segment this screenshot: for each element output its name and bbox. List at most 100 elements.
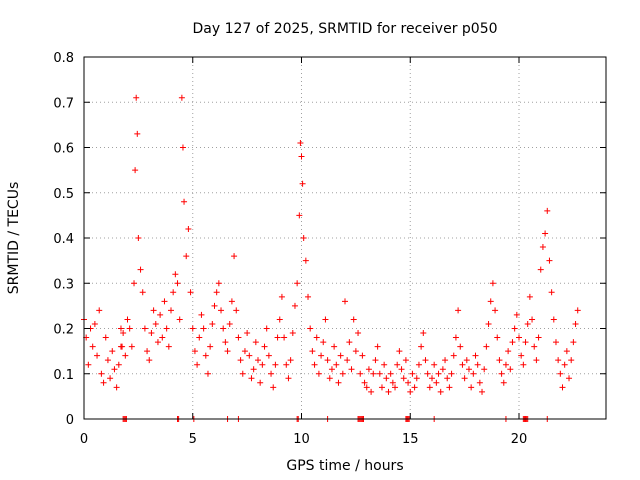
y-tick-label: 0.2 [53, 323, 74, 338]
data-point [494, 334, 501, 341]
data-point [518, 352, 525, 359]
data-point [387, 370, 394, 377]
data-point [168, 307, 174, 314]
data-point [426, 384, 433, 391]
data-point [531, 343, 538, 350]
data-point [178, 94, 185, 101]
data-point [487, 298, 494, 305]
data-point [361, 379, 368, 386]
data-point [235, 334, 242, 341]
data-point [381, 361, 388, 368]
data-point [133, 94, 140, 101]
data-point [516, 334, 522, 341]
data-point [259, 361, 266, 368]
data-point [89, 343, 96, 350]
data-point [120, 330, 127, 337]
data-point [439, 366, 446, 373]
data-point [248, 375, 255, 382]
data-point [437, 388, 444, 395]
data-point [98, 370, 105, 377]
data-point [165, 343, 172, 350]
data-point [194, 361, 201, 368]
data-point [276, 316, 283, 323]
y-tick-label: 0.4 [53, 232, 74, 247]
data-point [342, 298, 348, 305]
data-point [420, 330, 427, 337]
data-point [429, 375, 435, 382]
data-point [291, 302, 298, 309]
data-point [374, 343, 381, 350]
data-point [159, 334, 166, 341]
data-point [481, 366, 488, 373]
data-point [328, 366, 335, 373]
data-point [479, 388, 486, 395]
y-tick-label: 0.3 [53, 277, 74, 292]
data-point [300, 235, 307, 241]
data-point [411, 384, 418, 391]
data-point [226, 320, 233, 327]
data-point [476, 379, 483, 386]
data-point [220, 325, 227, 332]
data-point [309, 348, 316, 355]
data-point [431, 361, 438, 368]
data-point [566, 375, 573, 382]
data-point [315, 370, 322, 377]
data-point [496, 357, 503, 364]
data-point [550, 316, 557, 323]
data-point [109, 348, 116, 355]
data-point [113, 384, 120, 391]
data-point [250, 366, 257, 373]
data-point [457, 343, 464, 350]
data-point [96, 307, 103, 314]
data-point [511, 325, 518, 332]
data-point [424, 370, 431, 377]
data-point [570, 339, 577, 346]
data-point [296, 212, 303, 219]
data-point [174, 280, 181, 287]
data-point [455, 307, 462, 314]
data-point [181, 198, 188, 205]
data-point [357, 370, 364, 377]
data-point [218, 307, 225, 314]
data-point [474, 361, 481, 368]
data-point [241, 348, 248, 355]
data-point [348, 366, 355, 373]
data-point [502, 361, 509, 368]
x-tick-label: 10 [293, 432, 310, 447]
data-point [272, 361, 279, 368]
data-point [107, 375, 114, 382]
data-point [355, 330, 362, 337]
data-point [187, 289, 194, 296]
data-point [346, 339, 353, 346]
data-point [154, 339, 161, 346]
data-point [281, 334, 288, 341]
data-point [500, 379, 507, 386]
data-point [572, 320, 579, 327]
data-point [124, 316, 131, 323]
data-point [222, 339, 229, 346]
data-point [283, 361, 290, 368]
data-point [213, 289, 220, 296]
data-point [307, 325, 314, 332]
data-point [137, 266, 144, 273]
data-point [246, 352, 253, 359]
data-point [122, 352, 129, 359]
data-point [100, 379, 107, 386]
data-point [448, 370, 455, 377]
data-point [252, 339, 259, 346]
data-point [529, 316, 536, 323]
data-point [509, 339, 516, 346]
data-point [372, 357, 379, 364]
data-point [297, 139, 304, 146]
data-point [211, 302, 218, 309]
data-point [485, 320, 492, 327]
data-point [255, 357, 261, 364]
data-point [299, 180, 306, 187]
data-point [452, 334, 459, 341]
data-points [81, 94, 581, 422]
data-point [313, 334, 320, 341]
data-point [326, 375, 333, 382]
data-point [470, 370, 477, 377]
data-point [365, 366, 372, 373]
